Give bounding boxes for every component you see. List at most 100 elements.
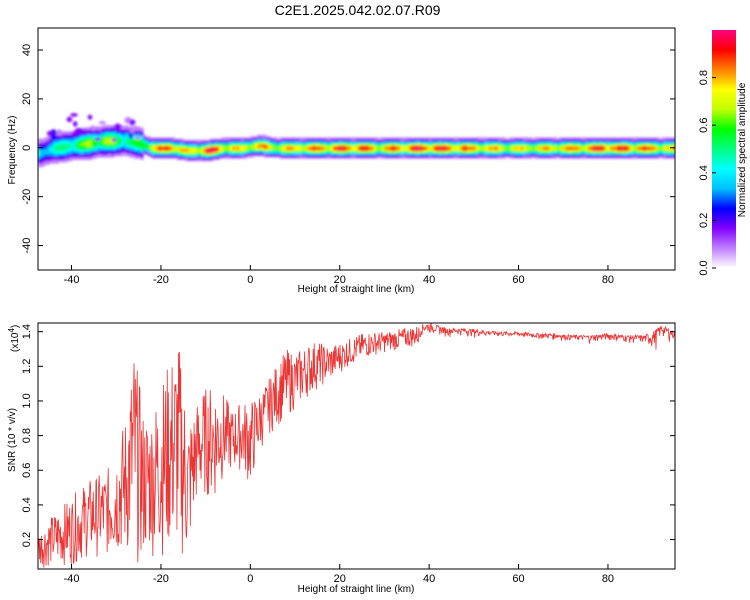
spectrogram-cell [371, 147, 374, 150]
spectrogram-cell [245, 141, 249, 143]
spectrogram-cell [160, 144, 164, 147]
spectrogram-cell [114, 130, 117, 132]
spectrogram-cell [228, 143, 231, 146]
spectrogram-cell [610, 150, 614, 153]
spectrogram-cell [149, 137, 153, 140]
spectrogram-cell [342, 144, 345, 147]
spectrogram-cell [147, 153, 151, 156]
spectrogram-cell [525, 150, 529, 153]
spectrogram-cell [268, 136, 272, 139]
spectrogram-cell [89, 155, 93, 158]
spectrogram-cell [138, 153, 142, 156]
spectrogram-cell [317, 153, 321, 156]
spectrogram-cell [292, 152, 296, 154]
spectrogram-cell [433, 142, 437, 145]
spectrogram-cell [545, 137, 549, 140]
spectrogram-cell [435, 156, 439, 159]
spectrogram-cell [49, 156, 53, 159]
spectrogram-cell [420, 143, 424, 146]
spectrogram-cell [386, 149, 390, 152]
spectrogram-cell [308, 149, 312, 152]
spectrogram-cell [100, 143, 104, 146]
spectrogram-cell [236, 152, 240, 154]
spectrogram-cell [192, 152, 196, 154]
spectrogram-cell [357, 141, 361, 143]
spectrogram-cell [382, 156, 386, 159]
spectrogram-cell [637, 149, 640, 152]
spectrogram-cell [482, 145, 486, 148]
spectrogram-cell [194, 152, 198, 154]
spectrogram-cell [462, 149, 466, 152]
spectrogram-cell [194, 139, 198, 142]
spectrogram-cell [109, 139, 113, 142]
spectrogram-cell [73, 155, 77, 158]
spectrogram-cell [621, 153, 625, 156]
spectrogram-cell [549, 138, 553, 141]
spectrogram-cell [393, 156, 397, 159]
spectrogram-cell [102, 139, 106, 142]
spectrogram-cell [120, 147, 124, 150]
spectrogram-cell [42, 149, 46, 152]
spectrogram-cell [304, 149, 307, 152]
spectrogram-cell [429, 154, 432, 157]
spectrogram-cell [163, 150, 167, 153]
spectrogram-cell [274, 147, 278, 150]
spectrogram-cell [509, 153, 513, 156]
spectrogram-cell [348, 152, 352, 154]
spectrogram-cell [480, 138, 484, 141]
spectrogram-cell [543, 149, 546, 152]
spectrogram-cell [277, 155, 281, 158]
spectrogram-cell [160, 138, 164, 141]
spectrogram-cell [120, 150, 124, 153]
spectrogram-cell [154, 143, 158, 146]
spectrogram-cell [40, 161, 44, 164]
spectrogram-cell [46, 137, 50, 140]
spectrogram-cell [120, 137, 124, 140]
spectrogram-cell [143, 134, 146, 137]
spectrogram-cell [645, 143, 649, 146]
spectrogram-cell [89, 153, 93, 156]
spectrogram-cell [554, 150, 558, 153]
spectrogram-cell [286, 137, 289, 140]
spectrogram-cell [185, 152, 189, 154]
spectrogram-cell [625, 154, 629, 157]
spectrogram-cell [406, 150, 410, 153]
spectrogram-cell [578, 150, 582, 153]
spectrogram-cell [254, 147, 258, 150]
spectrogram-cell [523, 149, 526, 152]
spectrogram-cell [84, 127, 88, 130]
spectrogram-cell [433, 139, 437, 142]
spectrogram-cell [402, 149, 406, 152]
spectrogram-cell [134, 148, 137, 151]
spectrogram-cell [456, 141, 459, 143]
spectrogram-cell [203, 150, 207, 153]
spectrogram-cell [84, 148, 88, 151]
spectrogram-cell [418, 156, 421, 159]
spectrogram-cell [634, 145, 638, 148]
spectrogram-cell [111, 142, 115, 145]
spectrogram-cell [527, 148, 531, 151]
spectrogram-cell [283, 149, 287, 152]
spectrogram-cell [268, 139, 272, 142]
spectrogram-cell [310, 142, 314, 145]
spectrogram-cell [51, 147, 55, 150]
spectrogram-cell [136, 152, 140, 154]
spectrogram-cell [221, 152, 225, 154]
spectrogram-cell [462, 152, 466, 154]
spectrogram-cell [433, 138, 437, 141]
spectrogram-cell [563, 141, 567, 143]
spectrogram-cell [105, 133, 108, 136]
spectrogram-cell [268, 154, 272, 157]
spectrogram-cell [51, 143, 55, 146]
spectrogram-cell [355, 144, 359, 147]
spectrogram-cell [53, 143, 57, 146]
spectrogram-cell [444, 142, 448, 145]
spectrogram-cell [84, 154, 88, 157]
spectrogram-cell [590, 152, 593, 154]
spectrogram-cell [357, 144, 361, 147]
spectrogram-cell [637, 143, 640, 146]
spectrogram-cell [167, 138, 171, 141]
spectrogram-cell [435, 137, 439, 140]
spectrogram-cell [645, 144, 649, 147]
spectrogram-cell [64, 145, 68, 148]
